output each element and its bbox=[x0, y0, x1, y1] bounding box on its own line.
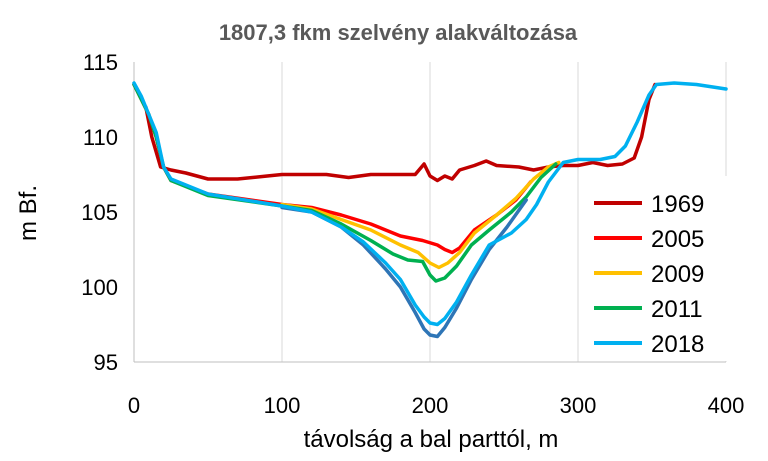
series-line-5 bbox=[132, 81, 728, 327]
legend-label-1: 2005 bbox=[651, 226, 704, 253]
series-line-2 bbox=[280, 160, 561, 270]
y-tick-label-4: 115 bbox=[83, 50, 118, 75]
legend-label-0: 1969 bbox=[651, 191, 704, 218]
legend-background bbox=[580, 176, 730, 361]
legend: 1969 2005 2009 2011 2018 bbox=[594, 191, 704, 358]
y-tick-label-3: 110 bbox=[83, 125, 118, 150]
x-axis-label: távolság a bal parttól, m bbox=[304, 426, 559, 453]
x-tick-label-0: 0 bbox=[128, 393, 140, 418]
x-tick-label-1: 100 bbox=[264, 393, 301, 418]
x-tick-label-2: 200 bbox=[412, 393, 449, 418]
y-tick-label-2: 105 bbox=[81, 200, 118, 225]
legend-label-4: 2018 bbox=[651, 331, 704, 358]
series-line-0 bbox=[144, 82, 657, 183]
tick-labels: 0 100 200 300 400 95 100 105 110 115 bbox=[81, 50, 744, 418]
chart-title: 1807,3 fkm szelvény alakváltozása bbox=[219, 20, 578, 45]
y-tick-label-0: 95 bbox=[94, 350, 118, 375]
x-tick-label-3: 300 bbox=[560, 393, 597, 418]
y-tick-label-1: 100 bbox=[81, 275, 118, 300]
legend-label-3: 2011 bbox=[651, 296, 703, 323]
legend-label-2: 2009 bbox=[651, 261, 704, 288]
series-group bbox=[132, 81, 728, 339]
x-tick-label-4: 400 bbox=[708, 393, 745, 418]
y-axis-label: m Bf. bbox=[15, 185, 42, 241]
